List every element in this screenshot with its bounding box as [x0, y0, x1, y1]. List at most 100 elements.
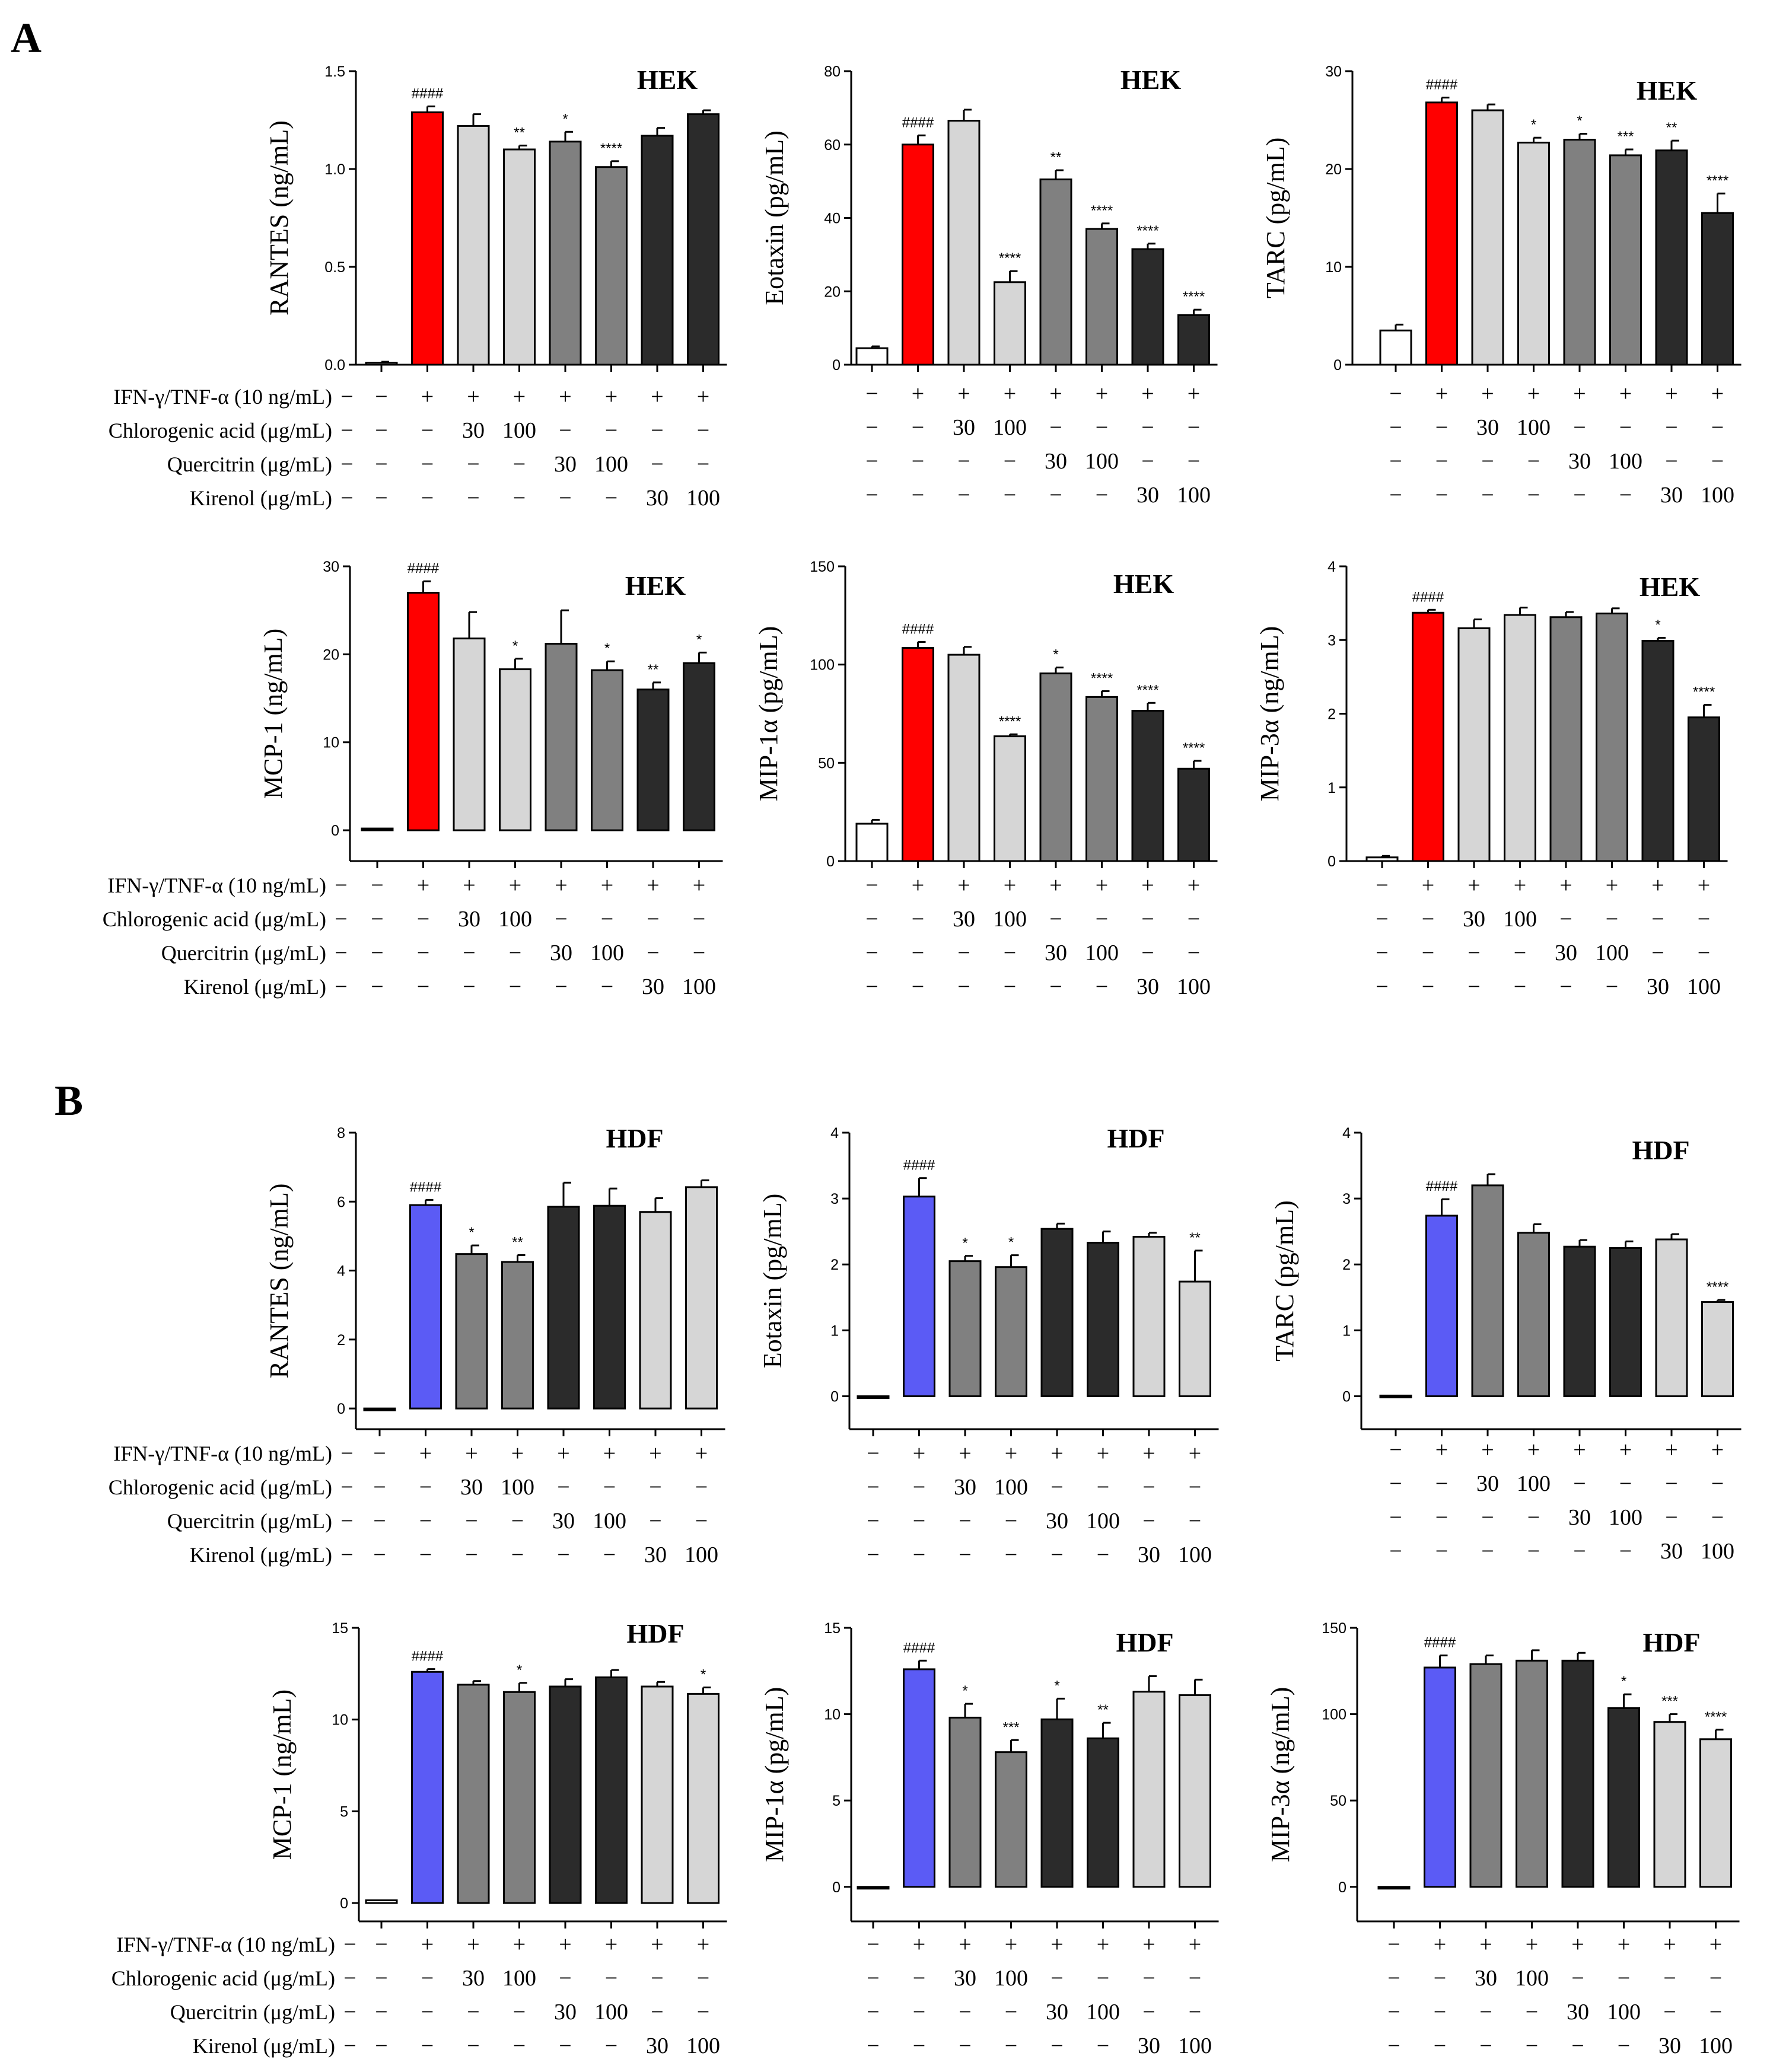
treatment-cell: 100	[993, 907, 1027, 932]
treatment-cell: 30	[1137, 483, 1159, 508]
significance-label: ****	[999, 250, 1021, 266]
treatment-cell: −	[1698, 941, 1710, 965]
treatment-cell: −	[1096, 483, 1108, 508]
treatment-cell: −	[1387, 2033, 1400, 2058]
treatment-cell: 30	[1475, 1966, 1497, 1991]
treatment-cell: −	[912, 483, 924, 508]
treatment-cell: −	[1571, 2033, 1584, 2058]
significance-label: **	[1050, 149, 1062, 165]
treatment-cell: 100	[1595, 941, 1629, 965]
treatment-cell: −	[957, 483, 970, 508]
significance-label: ****	[1707, 173, 1728, 189]
treatment-cell: −	[511, 1509, 524, 1534]
chart-title: HEK	[1113, 569, 1174, 599]
bar	[593, 1204, 626, 1410]
treatment-row-dash: −	[343, 1966, 356, 1991]
treatment-row-label: Kirenol (μg/mL)	[190, 1543, 332, 1567]
treatment-cell: −	[1663, 2000, 1676, 2025]
significance-label: ####	[1424, 1635, 1456, 1651]
treatment-cell: −	[1141, 449, 1154, 474]
treatment-cell: 100	[1085, 941, 1119, 965]
treatment-cell: −	[1619, 415, 1632, 440]
treatment-cell: 100	[1609, 449, 1642, 474]
bar	[455, 1253, 488, 1410]
treatment-cell: −	[601, 907, 613, 932]
bar	[595, 166, 628, 366]
treatment-row-label: Kirenol (μg/mL)	[193, 2034, 335, 2058]
y-tick-label: 4	[337, 1263, 345, 1280]
treatment-cell: −	[1096, 907, 1108, 932]
bar	[1179, 1280, 1211, 1397]
treatment-cell: +	[913, 1932, 925, 1957]
treatment-cell: −	[912, 415, 924, 440]
bar	[1561, 1659, 1594, 1888]
bar	[1425, 1214, 1458, 1397]
treatment-cell: 30	[644, 1542, 667, 1567]
treatment-cell: −	[865, 907, 878, 932]
treatment-cell: −	[371, 907, 383, 932]
y-axis-label: TARC (pg/mL)	[1261, 138, 1290, 298]
chart-title: HDF	[1642, 1627, 1700, 1657]
treatment-cell: −	[603, 1542, 616, 1567]
treatment-cell: −	[1142, 1475, 1155, 1500]
treatment-cell: +	[1571, 1932, 1584, 1957]
chart-9: HDF MCP-1 (ng/mL) 0 5 10 15 #### * * IFN-γ/TNF-α …	[112, 1618, 727, 2058]
treatment-cell: +	[1481, 381, 1494, 406]
treatment-cell: +	[421, 1932, 434, 1957]
treatment-cell: −	[375, 384, 387, 409]
treatment-cell: +	[463, 873, 475, 898]
treatment-cell: 30	[646, 486, 668, 511]
significance-label: ****	[1183, 740, 1205, 756]
treatment-row-dash: −	[335, 974, 347, 999]
treatment-cell: 100	[501, 1475, 534, 1500]
treatment-row-dash: −	[340, 384, 353, 409]
y-tick-label: 10	[1325, 259, 1342, 276]
bar	[501, 1261, 534, 1410]
chart-title: HDF	[1632, 1135, 1689, 1165]
treatment-cell: −	[373, 1441, 386, 1466]
treatment-cell: −	[1097, 2033, 1109, 2058]
treatment-cell: −	[865, 873, 878, 898]
significance-label: ****	[1693, 684, 1715, 700]
bar	[994, 281, 1026, 366]
treatment-cell: −	[1050, 2033, 1063, 2058]
treatment-cell: −	[1004, 449, 1016, 474]
y-tick-label: 150	[810, 559, 835, 575]
bar	[902, 647, 934, 862]
treatment-cell: +	[467, 384, 479, 409]
significance-label: *	[562, 111, 568, 127]
bar	[947, 120, 980, 366]
treatment-cell: −	[1387, 1966, 1400, 1991]
treatment-cell: −	[1435, 1539, 1448, 1564]
treatment-cell: −	[1387, 2000, 1400, 2025]
treatment-cell: −	[957, 974, 970, 999]
bar	[1177, 767, 1210, 862]
significance-label: **	[1189, 1230, 1201, 1246]
y-axis-label: MCP-1 (ng/mL)	[259, 629, 288, 799]
treatment-cell: −	[1619, 1471, 1632, 1496]
y-tick-label: 15	[332, 1620, 348, 1637]
treatment-cell: −	[913, 1542, 925, 1567]
treatment-cell: 100	[1178, 1542, 1212, 1567]
y-tick-label: 10	[323, 735, 339, 751]
treatment-cell: −	[867, 1509, 879, 1534]
treatment-cell: −	[867, 1441, 879, 1466]
treatment-row-dash: −	[343, 2000, 356, 2025]
y-tick-label: 8	[337, 1125, 345, 1142]
bar	[1132, 1236, 1166, 1397]
treatment-cell: −	[1188, 941, 1200, 965]
bar	[1132, 1691, 1166, 1888]
y-tick-label: 3	[1328, 632, 1336, 649]
treatment-cell: +	[649, 1441, 661, 1466]
treatment-cell: −	[1189, 2000, 1201, 2025]
y-tick-label: 3	[830, 1191, 839, 1207]
treatment-cell: +	[1004, 381, 1016, 406]
treatment-cell: +	[1189, 1932, 1201, 1957]
bar	[1040, 1718, 1074, 1888]
significance-label: *	[517, 1662, 522, 1678]
bar	[549, 141, 582, 366]
y-tick-label: 6	[337, 1194, 345, 1210]
